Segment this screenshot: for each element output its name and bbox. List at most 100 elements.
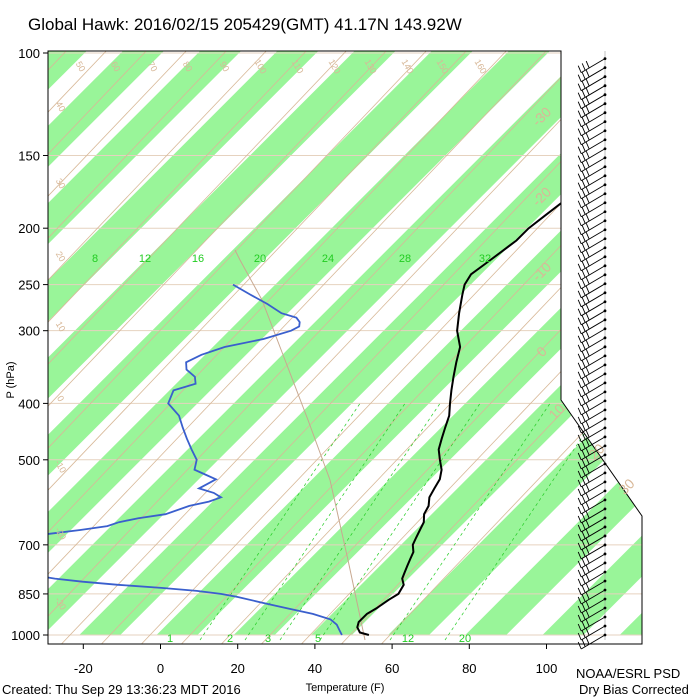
wind-barb-dot xyxy=(603,57,607,61)
wind-barb-dot xyxy=(603,264,607,268)
wind-barb-flag xyxy=(585,159,590,168)
wind-barb-flag xyxy=(577,281,582,289)
wind-barb-flag xyxy=(581,171,586,179)
wind-barb-flag xyxy=(581,216,586,224)
wind-barb-flag xyxy=(577,263,582,271)
dry-adiabat-line xyxy=(48,51,461,644)
wind-barb-dot xyxy=(603,246,607,250)
wind-barb-flag xyxy=(585,304,590,312)
wind-barb-flag xyxy=(581,234,586,242)
wind-barb-flag xyxy=(577,155,582,163)
wind-barb-dot xyxy=(603,102,607,106)
wind-barb-flag xyxy=(585,583,590,591)
wind-barb-flag xyxy=(585,556,590,564)
wind-barb-flag xyxy=(581,288,586,296)
wind-barb-flag xyxy=(585,601,590,609)
wind-barb-flag xyxy=(581,459,586,467)
plot-area xyxy=(48,51,642,644)
wind-barb-flag xyxy=(585,78,590,87)
dry-adiabat-line xyxy=(48,51,421,644)
dry-adiabat-line xyxy=(48,51,181,644)
wind-barb-flag xyxy=(585,493,590,501)
wind-barb-flag xyxy=(585,231,590,240)
wind-barb-flag xyxy=(577,596,582,605)
y-tick-label: 850 xyxy=(18,587,40,602)
dry-adiabat-label: 50 xyxy=(74,60,88,74)
wind-barb-flag xyxy=(577,398,582,407)
wind-barb-flag xyxy=(585,619,590,627)
wind-barb-flag xyxy=(585,69,590,78)
wind-barb-flag xyxy=(577,605,582,614)
wind-barb-dot xyxy=(603,534,607,538)
x-tick-label: 20 xyxy=(230,661,244,676)
wind-barb-flag xyxy=(585,421,590,429)
wind-barb-flag xyxy=(577,569,582,578)
wind-barb-flag xyxy=(577,65,582,73)
wind-barb-dot xyxy=(603,570,607,574)
wind-barb-flag xyxy=(581,90,586,98)
wind-barb-flag xyxy=(577,614,582,623)
wind-barb-flag xyxy=(581,513,586,521)
wind-barb-dot xyxy=(603,525,607,529)
wind-barb-flag xyxy=(577,380,582,389)
dry-adiabat-label: 60 xyxy=(109,60,123,74)
wind-barb-flag xyxy=(581,333,586,341)
wind-barb-flag xyxy=(577,137,582,145)
mixing-ratio-label: 8 xyxy=(92,253,98,265)
wind-barb-dot xyxy=(603,327,607,331)
wind-barb-flag xyxy=(585,448,590,456)
mixing-ratio-label: 2 xyxy=(227,633,233,645)
correction-note: Dry Bias Corrected xyxy=(579,682,689,697)
wind-barb-flag xyxy=(585,132,590,141)
wind-barb-flag xyxy=(581,612,586,620)
wind-barb-dot xyxy=(603,480,607,484)
parcel-line xyxy=(234,249,366,641)
wind-barb-dot xyxy=(603,624,607,628)
wind-barb-dot xyxy=(603,390,607,394)
wind-barb-flag xyxy=(585,529,590,537)
dry-adiabat-label: 10 xyxy=(54,320,68,334)
wind-barb-dot xyxy=(603,174,607,178)
dry-adiabat-label: 20 xyxy=(54,250,68,264)
wind-barb-dot xyxy=(603,300,607,304)
wind-barb-dot xyxy=(603,516,607,520)
wind-barb-flag xyxy=(581,531,586,539)
y-tick-label: 100 xyxy=(18,46,40,61)
wind-barb-flag xyxy=(577,128,582,136)
wind-barb-dot xyxy=(603,444,607,448)
wind-barb-dot xyxy=(603,273,607,277)
wind-barb-flag xyxy=(585,403,590,411)
wind-barb-flag xyxy=(581,468,586,476)
wind-barb-flag xyxy=(581,351,586,359)
wind-barb-flag xyxy=(581,342,586,350)
y-tick-label: 700 xyxy=(18,538,40,553)
wind-barb-dot xyxy=(603,120,607,124)
wind-barb-flag xyxy=(585,322,590,330)
wind-barb-flag xyxy=(581,405,586,413)
wind-barb-flag xyxy=(577,92,582,100)
wind-barb-flag xyxy=(585,268,590,276)
dry-adiabat-label: 40 xyxy=(54,100,68,114)
wind-barb-flag xyxy=(585,150,590,159)
dry-adiabat-line xyxy=(48,51,501,644)
wind-barb-dot xyxy=(603,228,607,232)
wind-barb-dot xyxy=(603,93,607,97)
wind-barb-flag xyxy=(585,367,590,375)
wind-barb-flag xyxy=(581,135,586,143)
wind-barb-flag xyxy=(581,495,586,503)
wind-barb-flag xyxy=(585,177,590,186)
wind-barb-flag xyxy=(581,207,586,215)
wind-barb-dot xyxy=(603,192,607,196)
wind-barb-flag xyxy=(577,236,582,244)
wind-barb-flag xyxy=(581,189,586,197)
wind-barb-flag xyxy=(581,252,586,260)
wind-barb-dot xyxy=(603,201,607,205)
y-tick-label: 150 xyxy=(18,148,40,163)
wind-barb-flag xyxy=(585,240,590,249)
dry-adiabat-line xyxy=(220,51,642,644)
wind-barb-flag xyxy=(577,533,582,542)
x-tick-label: 0 xyxy=(157,661,164,676)
wind-barb-flag xyxy=(581,567,586,575)
mixing-ratio-label: 1 xyxy=(167,633,173,645)
mixing-ratio-label: 5 xyxy=(315,633,321,645)
